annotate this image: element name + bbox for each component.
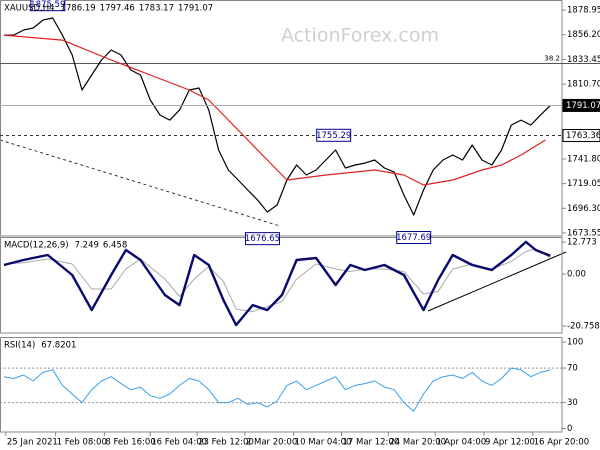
y-tick-label: 1856.20 xyxy=(567,30,600,40)
watermark: ActionForex.com xyxy=(281,25,439,47)
annotation-box xyxy=(396,231,432,245)
x-tick-label: 1 Feb 08:00 xyxy=(57,438,107,448)
panel-title: XAUUSD,H4 xyxy=(4,4,55,14)
y-tick-label: 30 xyxy=(567,398,578,408)
y-tick-label: 1696.30 xyxy=(567,204,600,214)
x-tick-label: 17 Mar 12:00 xyxy=(342,438,399,448)
y-tick-label: -20.758 xyxy=(567,322,600,332)
y-tick-label: 1833.45 xyxy=(567,55,600,65)
panel-title-value: 1791.07 xyxy=(178,4,213,14)
series-line xyxy=(3,34,546,186)
x-tick-label: 8 Feb 16:00 xyxy=(105,438,155,448)
annotation: 1875.59 xyxy=(30,0,65,10)
x-tick-label: 16 Apr 20:00 xyxy=(534,438,589,448)
series-line xyxy=(3,240,551,327)
price-tag-box xyxy=(562,98,600,112)
y-tick-label: 12.773 xyxy=(567,238,597,248)
panel-title-value: 1797.46 xyxy=(100,4,135,14)
x-tick-label: 24 Mar 20:00 xyxy=(389,438,446,448)
rsi-panel-frame xyxy=(0,337,563,433)
x-tick-label: 25 Jan 2021 xyxy=(7,438,58,448)
panel-title-value: 1783.17 xyxy=(139,4,174,14)
macd-panel-frame xyxy=(0,237,563,334)
annotation-box xyxy=(244,232,280,246)
x-tick-label: 9 Apr 12:00 xyxy=(485,438,535,448)
x-tick-label: 10 Mar 04:00 xyxy=(295,438,352,448)
price-tag: 1763.36 xyxy=(566,131,600,141)
panel-title-value: 67.8201 xyxy=(41,341,76,351)
y-tick-label: 1673.55 xyxy=(567,229,600,239)
annotation: 1677.69 xyxy=(396,233,431,243)
y-tick-label: 1878.95 xyxy=(567,6,600,16)
fib-level-label: 38.2 xyxy=(544,55,560,63)
annotation: 1755.29 xyxy=(316,131,351,141)
panel-title: RSI(14) xyxy=(4,341,35,351)
x-tick-label: 23 Feb 12:00 xyxy=(198,438,254,448)
series-line xyxy=(3,367,551,412)
y-tick-label: 1741.80 xyxy=(567,154,600,164)
panel-title-value: 1786.19 xyxy=(61,4,96,14)
macd-trend-line xyxy=(427,251,567,312)
y-tick-label: 1810.70 xyxy=(567,80,600,90)
x-tick-label: 16 Feb 04:00 xyxy=(151,438,207,448)
series-line xyxy=(3,17,551,216)
price-tag: 1791.07 xyxy=(566,101,600,111)
x-tick-label: 1 Apr 04:00 xyxy=(436,438,486,448)
annotation-box xyxy=(30,0,66,12)
annotation: 1676.65 xyxy=(245,234,280,244)
y-tick-label: 1719.05 xyxy=(567,179,600,189)
panel-title-value: 6.458 xyxy=(103,241,127,251)
annotation-box xyxy=(316,128,352,142)
panel-title: MACD(12,26,9) xyxy=(4,241,69,251)
x-tick-label: 2 Mar 20:00 xyxy=(246,438,297,448)
price-panel-frame xyxy=(0,0,563,237)
y-tick-label: 70 xyxy=(567,364,578,374)
y-tick-label: 0.00 xyxy=(567,270,586,280)
y-tick-label: 0 xyxy=(567,424,572,434)
panel-title-value: 7.249 xyxy=(75,241,99,251)
series-line xyxy=(3,248,551,313)
y-tick-label: 100 xyxy=(567,338,583,348)
price-tag-box xyxy=(562,129,600,143)
trend-line xyxy=(0,139,281,227)
